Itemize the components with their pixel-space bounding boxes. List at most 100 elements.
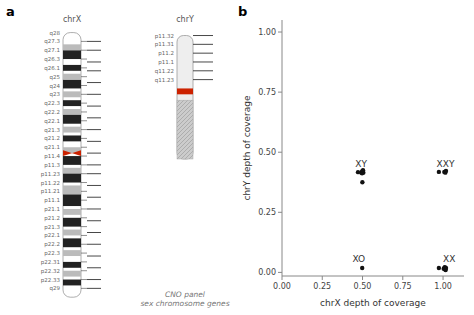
y-tick — [278, 32, 282, 33]
band-tick — [81, 111, 87, 112]
point — [444, 169, 448, 173]
annotation-line: CNO panel — [165, 290, 206, 299]
points — [356, 168, 448, 272]
group-label: XX — [443, 254, 455, 264]
band-tick — [81, 182, 87, 183]
band-tick — [81, 191, 87, 192]
panel-tick — [87, 41, 101, 42]
group-label: XO — [353, 254, 366, 264]
point-labels: XOXYXXYXX — [353, 159, 456, 264]
panel-tick — [87, 141, 101, 142]
x-tick-label: 0.25 — [313, 282, 331, 291]
light-band — [63, 127, 81, 133]
y-axis-label: chrY depth of coverage — [242, 95, 252, 201]
y-tick — [278, 212, 282, 213]
x-tick — [322, 276, 323, 280]
y-tick — [278, 152, 282, 153]
band-tick — [81, 76, 87, 77]
light-band — [63, 230, 81, 236]
panel-tick — [87, 94, 101, 95]
panel-tick — [87, 50, 101, 51]
band-label: p22.32 — [41, 268, 60, 275]
point — [360, 266, 364, 270]
heterochromatin — [177, 100, 193, 159]
light-band — [63, 168, 81, 174]
y-tick-label: 1.00 — [258, 28, 276, 37]
panel-tick — [87, 279, 101, 280]
band-tick — [81, 164, 87, 165]
band-label: p11.3 — [44, 162, 60, 169]
panel-tick — [193, 35, 213, 36]
panel-tick — [193, 79, 213, 80]
chromosome-name: chrX — [63, 15, 82, 24]
y-tick-label: 0.50 — [258, 148, 276, 157]
x-tick-label: 0.00 — [273, 282, 291, 291]
band-label: q11.23 — [155, 77, 175, 84]
band-label: q11.22 — [155, 68, 174, 75]
band-label: p11.4 — [44, 153, 60, 160]
band-tick — [81, 59, 87, 60]
panel-tick — [87, 197, 101, 198]
band-label: p11.21 — [41, 188, 60, 195]
panel-tick — [87, 153, 101, 154]
band-tick — [81, 173, 87, 174]
band-tick — [81, 138, 87, 139]
band-tick — [81, 67, 87, 68]
band-label: q27.1 — [44, 47, 60, 54]
dark-band — [63, 50, 81, 59]
band-label: q26.3 — [44, 56, 60, 63]
panel-tick — [87, 129, 101, 130]
band-tick — [81, 129, 87, 130]
panel-a: achrXq28q27.3q27.1q26.3q26.1q25q24q23q22… — [6, 4, 230, 308]
dark-band — [63, 156, 81, 165]
band-tick — [81, 41, 87, 42]
band-label: q21.1 — [44, 144, 60, 151]
chromosome-body — [63, 33, 81, 298]
band-tick — [81, 200, 87, 201]
annotation: CNO panelsex chromosome genes — [140, 290, 229, 308]
figure: achrXq28q27.3q27.1q26.3q26.1q25q24q23q22… — [0, 0, 474, 315]
band-tick — [81, 217, 87, 218]
band-label: p11.2 — [158, 50, 174, 57]
point — [443, 268, 447, 272]
y-axis-line — [282, 20, 283, 276]
chromosome-body — [177, 36, 193, 159]
point — [356, 170, 360, 174]
panel-tick — [87, 106, 101, 107]
band-label: p22.1 — [44, 232, 60, 239]
band-label: p11.23 — [41, 171, 61, 178]
point — [360, 180, 364, 184]
band-label: p11.31 — [155, 41, 174, 48]
band-tick — [81, 50, 87, 51]
band-label: q21.3 — [44, 127, 60, 134]
band-label: q26.1 — [44, 65, 60, 72]
x-tick-label: 0.50 — [354, 282, 372, 291]
light-band — [63, 185, 81, 194]
y-tick-label: 0.25 — [258, 208, 276, 217]
group-label: XY — [355, 159, 367, 169]
band-tick — [81, 270, 87, 271]
band-tick — [81, 147, 87, 148]
chromosome-name: chrY — [176, 15, 194, 24]
band-tick — [81, 156, 87, 157]
band-tick — [81, 261, 87, 262]
band-label: q24 — [50, 83, 61, 90]
band-label: p22.2 — [44, 241, 60, 248]
band-label: q29 — [50, 285, 61, 292]
panel-tick — [87, 232, 101, 233]
band-tick — [81, 94, 87, 95]
light-band — [63, 44, 81, 50]
x-tick — [282, 276, 283, 280]
band-tick — [81, 208, 87, 209]
panel-tick — [87, 220, 101, 221]
band-label: q22.2 — [44, 109, 60, 116]
panel-tick — [87, 288, 101, 289]
dark-band — [63, 262, 81, 268]
band-tick — [81, 120, 87, 121]
band-label: p21.3 — [44, 224, 60, 231]
centromere — [177, 88, 193, 94]
panel-tick — [87, 173, 101, 174]
x-axis-label: chrX depth of coverage — [320, 298, 426, 308]
band-tick — [81, 85, 87, 86]
light-band — [63, 109, 81, 115]
